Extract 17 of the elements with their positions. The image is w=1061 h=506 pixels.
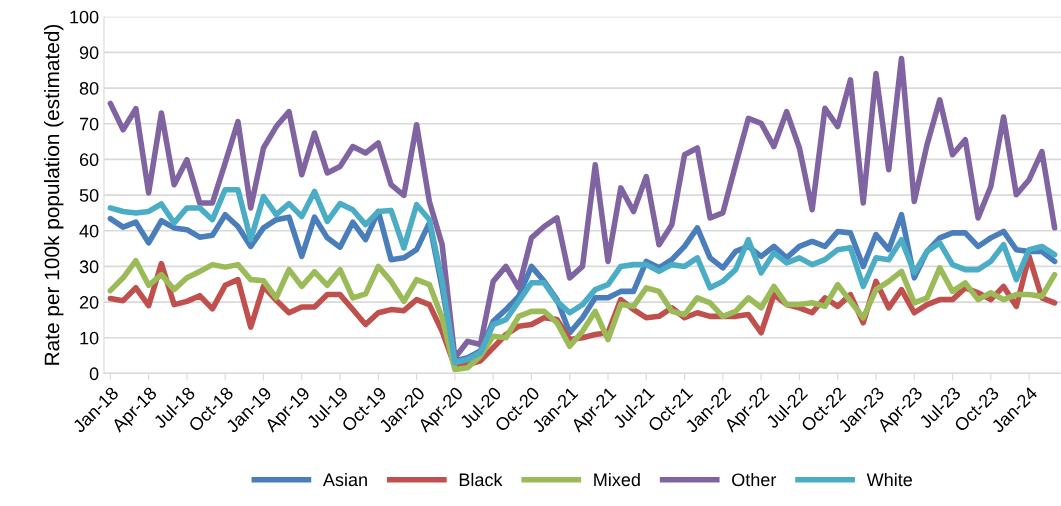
y-tick-label: 100 [70, 10, 99, 24]
y-tick-label: 70 [79, 117, 99, 131]
legend-label: White [866, 472, 912, 487]
legend-label: Mixed [594, 472, 640, 487]
y-tick-label: 50 [79, 189, 99, 202]
y-tick-label: 80 [79, 81, 99, 95]
y-tick-label: 10 [80, 331, 99, 345]
y-tick-label: 60 [79, 153, 99, 167]
y-tick-label: 20 [79, 296, 99, 309]
y-axis-title: Rate per 100k population (estimated) [44, 24, 64, 365]
y-tick-label: 30 [79, 260, 99, 274]
y-tick-label: 0 [89, 367, 99, 381]
y-tick-label: 40 [79, 224, 99, 238]
legend-label: Asian [322, 472, 367, 487]
legend-label: Other [732, 472, 777, 487]
y-tick-label: 90 [79, 46, 99, 60]
legend-label: Black [459, 472, 503, 487]
